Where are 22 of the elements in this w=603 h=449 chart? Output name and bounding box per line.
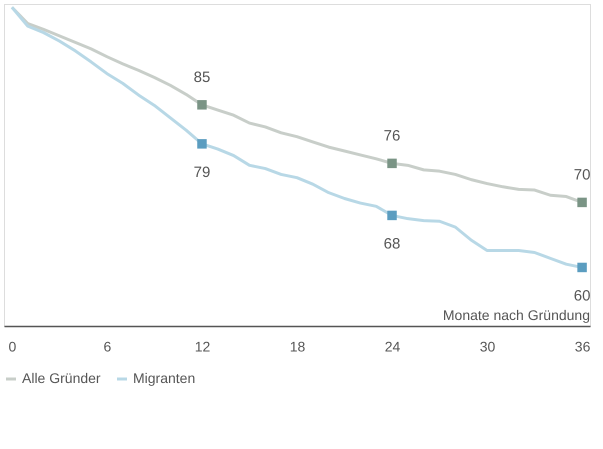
point bbox=[387, 158, 397, 168]
data-label: 76 bbox=[384, 127, 400, 144]
data-label: 79 bbox=[194, 164, 210, 181]
point bbox=[197, 139, 207, 149]
data-label: 85 bbox=[194, 68, 210, 86]
point bbox=[197, 100, 207, 110]
point bbox=[387, 210, 397, 220]
data-label: 68 bbox=[384, 235, 400, 252]
x-tick-label: 6 bbox=[104, 338, 112, 354]
legend-label: Migranten bbox=[133, 370, 196, 386]
legend-label: Alle Gründer bbox=[22, 370, 101, 386]
data-label: 70 bbox=[574, 166, 590, 184]
x-tick-label: 12 bbox=[194, 338, 210, 354]
point bbox=[577, 262, 587, 272]
x-axis-title: Monate nach Gründung bbox=[442, 307, 590, 323]
x-tick-label: 24 bbox=[384, 338, 401, 354]
x-tick-label: 30 bbox=[480, 338, 496, 354]
x-tick-label: 36 bbox=[574, 338, 591, 354]
point bbox=[577, 198, 587, 208]
x-tick-label: 18 bbox=[290, 338, 306, 354]
x-tick-label: 0 bbox=[8, 338, 17, 354]
data-label: 60 bbox=[574, 287, 590, 304]
